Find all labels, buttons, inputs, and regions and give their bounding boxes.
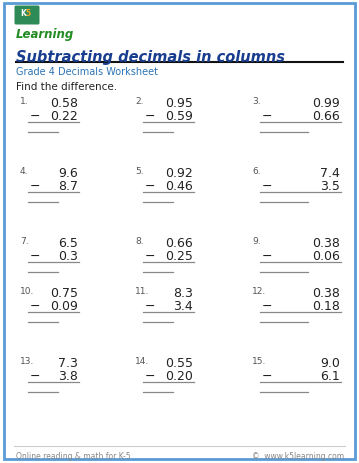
Text: 14.: 14. (135, 356, 149, 365)
Text: 3.4: 3.4 (173, 300, 193, 313)
Text: −: − (262, 110, 272, 123)
Text: −: − (145, 110, 155, 123)
FancyBboxPatch shape (14, 6, 39, 25)
Text: 0.99: 0.99 (312, 97, 340, 110)
Text: 0.46: 0.46 (165, 180, 193, 193)
Text: 0.95: 0.95 (165, 97, 193, 110)
Text: ©  www.k5learning.com: © www.k5learning.com (252, 451, 344, 460)
Text: 0.66: 0.66 (312, 110, 340, 123)
Text: 7.: 7. (20, 237, 29, 245)
Text: −: − (262, 369, 272, 382)
Text: −: − (145, 180, 155, 193)
Text: 3.5: 3.5 (320, 180, 340, 193)
Text: −: − (30, 300, 41, 313)
Text: 5: 5 (25, 9, 30, 19)
Text: 8.3: 8.3 (173, 287, 193, 300)
Text: −: − (145, 369, 155, 382)
Text: 3.: 3. (252, 97, 261, 106)
Text: 9.6: 9.6 (58, 167, 78, 180)
Text: −: − (145, 300, 155, 313)
Text: Online reading & math for K-5: Online reading & math for K-5 (16, 451, 131, 460)
Text: 0.3: 0.3 (58, 250, 78, 263)
Text: 3.8: 3.8 (58, 369, 78, 382)
Text: 6.: 6. (252, 167, 261, 175)
Text: 8.7: 8.7 (58, 180, 78, 193)
Text: 0.55: 0.55 (165, 356, 193, 369)
Text: 0.38: 0.38 (312, 237, 340, 250)
Text: 9.0: 9.0 (320, 356, 340, 369)
Text: 0.22: 0.22 (50, 110, 78, 123)
Text: 0.18: 0.18 (312, 300, 340, 313)
Text: −: − (30, 180, 41, 193)
Text: Learning: Learning (16, 28, 74, 41)
Text: 0.66: 0.66 (165, 237, 193, 250)
Text: 0.59: 0.59 (165, 110, 193, 123)
Text: 6.5: 6.5 (58, 237, 78, 250)
Text: −: − (262, 300, 272, 313)
Text: Find the difference.: Find the difference. (16, 82, 117, 92)
Text: 4.: 4. (20, 167, 28, 175)
Text: −: − (262, 180, 272, 193)
Text: 13.: 13. (20, 356, 34, 365)
Text: 7.3: 7.3 (58, 356, 78, 369)
Text: 0.20: 0.20 (165, 369, 193, 382)
Text: 15.: 15. (252, 356, 266, 365)
Text: 5.: 5. (135, 167, 144, 175)
Text: 9.: 9. (252, 237, 261, 245)
Text: −: − (30, 250, 41, 263)
Text: 0.58: 0.58 (50, 97, 78, 110)
Text: 0.06: 0.06 (312, 250, 340, 263)
Text: −: − (145, 250, 155, 263)
Text: 1.: 1. (20, 97, 29, 106)
Text: 6.1: 6.1 (320, 369, 340, 382)
Text: Grade 4 Decimals Worksheet: Grade 4 Decimals Worksheet (16, 67, 158, 77)
Text: 10.: 10. (20, 287, 34, 295)
Text: 0.75: 0.75 (50, 287, 78, 300)
Text: 0.09: 0.09 (50, 300, 78, 313)
Text: −: − (30, 110, 41, 123)
Text: 12.: 12. (252, 287, 266, 295)
Text: 0.25: 0.25 (165, 250, 193, 263)
Text: 8.: 8. (135, 237, 144, 245)
Text: K: K (20, 9, 26, 19)
Text: 7.4: 7.4 (320, 167, 340, 180)
Text: 11.: 11. (135, 287, 149, 295)
Text: −: − (30, 369, 41, 382)
Text: 2.: 2. (135, 97, 144, 106)
Text: −: − (262, 250, 272, 263)
Text: 0.38: 0.38 (312, 287, 340, 300)
Text: 0.92: 0.92 (165, 167, 193, 180)
Text: Subtracting decimals in columns: Subtracting decimals in columns (16, 50, 285, 65)
